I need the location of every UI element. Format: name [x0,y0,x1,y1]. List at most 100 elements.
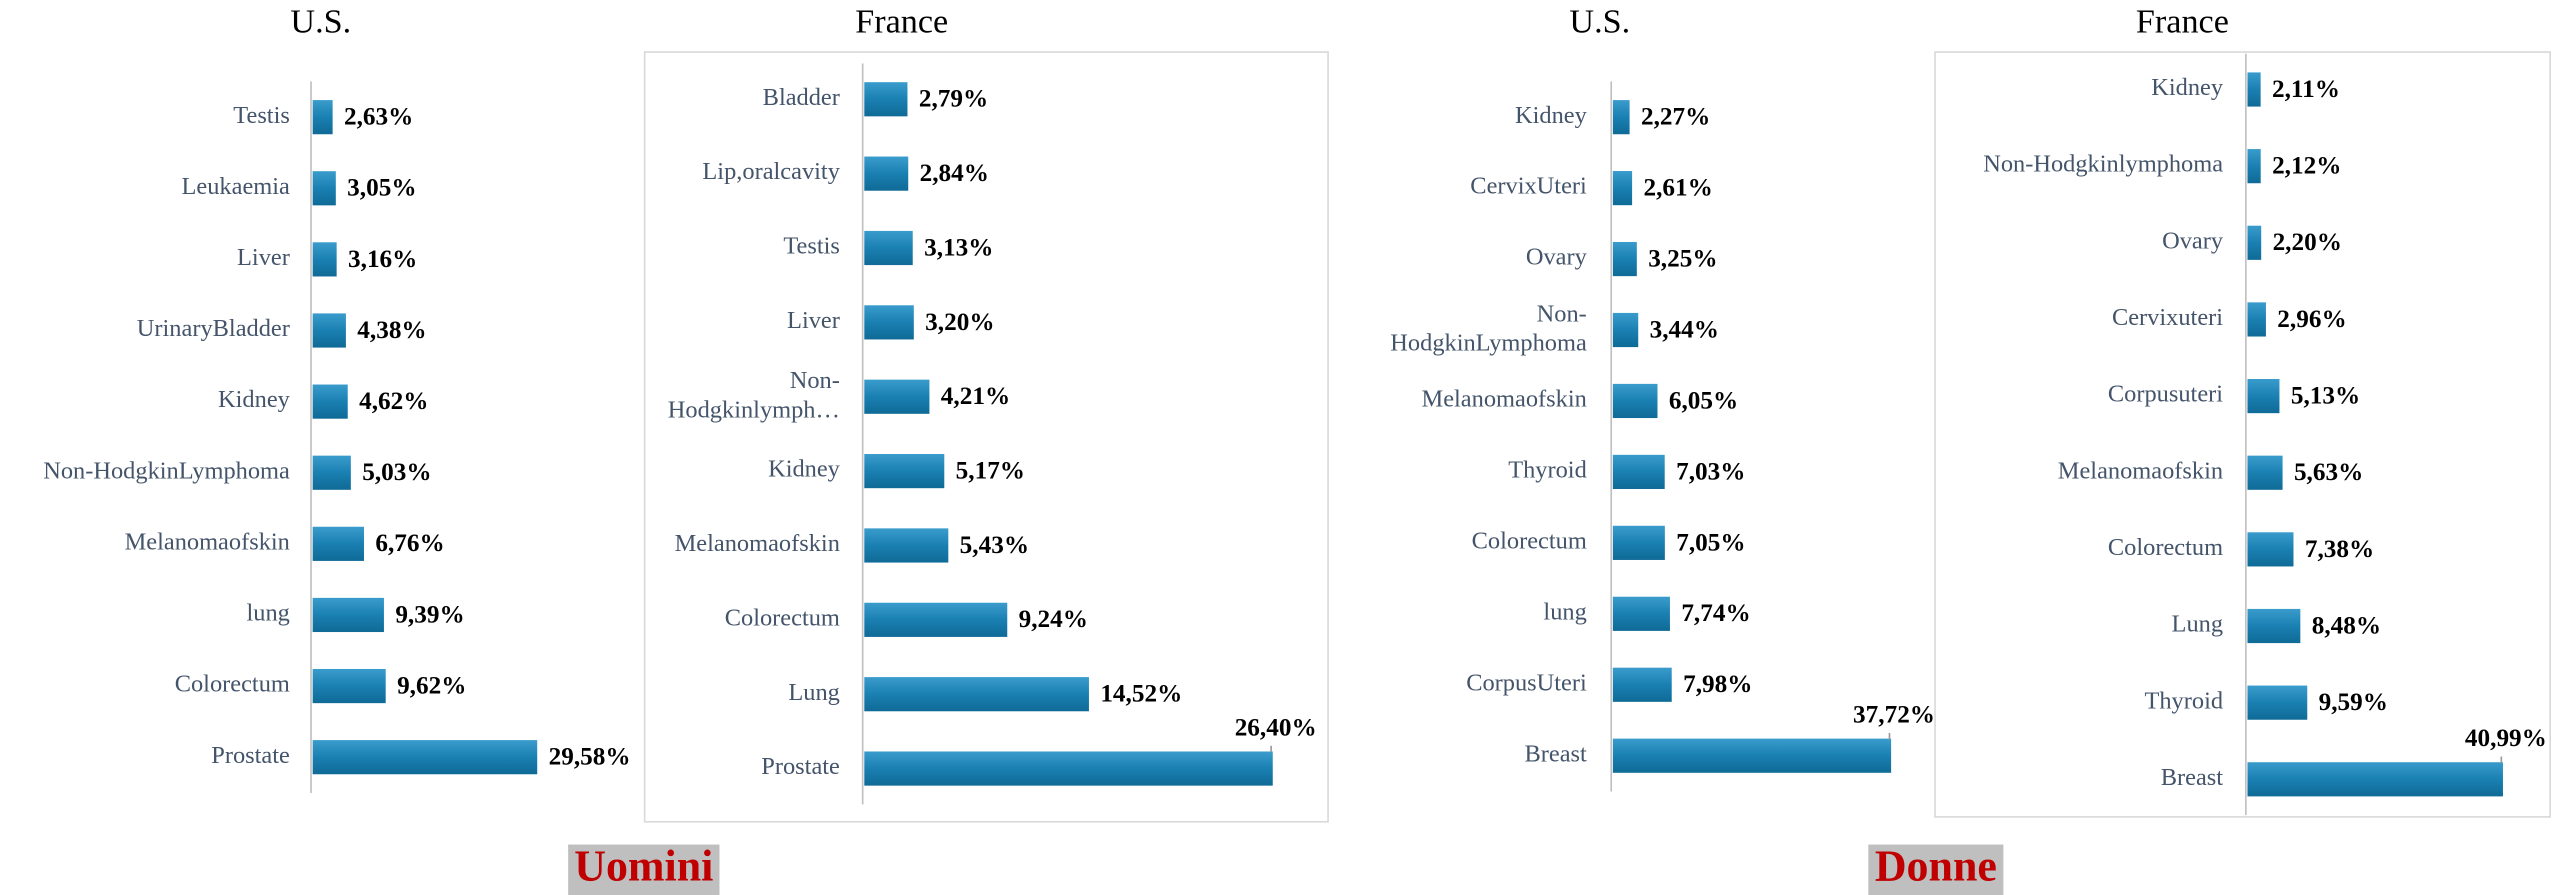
value-label: 5,63% [2294,459,2363,486]
value-label: 40,99% [2465,725,2547,752]
bar [2247,72,2261,107]
value-label: 2,12% [2272,153,2341,180]
category-label: UrinaryBladder [137,315,290,342]
bar [2247,608,2301,644]
bar [312,455,351,490]
category-label: Non-HodgkinLymphoma [43,457,290,484]
bar [1612,383,1658,419]
value-label: 5,17% [956,458,1025,485]
category-label: Liver [787,307,840,334]
category-label: Thyroid [1508,457,1587,484]
category-label: Kidney [218,386,291,413]
bar [1612,454,1665,489]
caption: Donne [1875,842,1997,891]
value-label: 3,25% [1648,245,1717,272]
chart-title: France [2136,3,2229,40]
bar [864,379,930,414]
value-label: 8,48% [2312,612,2381,639]
bar [312,597,384,633]
bar [864,305,914,340]
value-label: 5,03% [362,459,431,486]
category-label: Prostate [761,753,840,780]
bar [1612,738,1892,773]
value-label: 4,21% [941,383,1010,410]
category-label: Non-HodgkinLymphoma [1390,300,1587,356]
category-label: Testis [783,233,840,260]
category-label: Testis [233,102,290,129]
value-label: 2,27% [1641,104,1710,131]
bar [2247,378,2280,414]
bar [1612,525,1665,560]
value-label: 9,39% [395,601,464,628]
bar [312,313,346,348]
bar [2247,762,2503,797]
bar [864,454,945,489]
category-label: Melanomaofskin [675,530,840,557]
value-label: 7,03% [1676,458,1745,485]
bar [864,82,908,117]
value-label: 7,38% [2305,536,2374,563]
value-label: 3,13% [924,234,993,261]
bar [312,384,348,419]
bar [312,171,336,206]
category-label: Lung [2172,611,2224,638]
category-label: Breast [2161,764,2224,791]
value-label: 3,16% [348,246,417,273]
bar [312,668,386,704]
bar [2247,225,2262,260]
category-label: Kidney [768,456,841,483]
value-label: 9,59% [2319,689,2388,716]
caption-bg [568,844,720,895]
chart-title: U.S. [290,3,351,40]
bar [312,100,333,135]
category-label: Corpusuteri [2108,381,2223,408]
value-label: 29,58% [549,744,631,771]
bar [2247,455,2283,490]
value-label: 7,74% [1681,600,1750,627]
bar [864,751,1273,786]
panel-frame [643,51,1329,823]
bar [312,526,364,561]
value-label: 7,05% [1676,529,1745,556]
value-label: 2,79% [919,86,988,113]
panel-frame [1934,51,2551,818]
bar [1612,100,1630,135]
category-label: Colorectum [175,671,290,698]
value-label: 7,98% [1683,671,1752,698]
category-label: Leukaemia [182,173,291,200]
category-label: Prostate [211,742,290,769]
value-label: 3,44% [1650,316,1719,343]
bar [2247,302,2266,337]
value-label: 6,76% [375,530,444,557]
category-label: Bladder [763,84,840,111]
bar [864,156,909,191]
value-label: 3,05% [347,175,416,202]
bar [1612,596,1670,631]
category-label: Liver [237,244,290,271]
chart-title: France [855,3,948,40]
value-label: 2,20% [2273,229,2342,256]
value-label: 14,52% [1100,681,1182,708]
category-label: Thyroid [2144,687,2223,714]
category-label: lung [246,600,289,627]
category-label: Non-Hodgkinlymph… [668,367,840,423]
category-label: Melanomaofskin [2058,457,2223,484]
bar [2247,685,2308,720]
category-label: Ovary [2162,227,2224,254]
value-label: 2,63% [344,104,413,131]
value-label: 2,61% [1643,175,1712,202]
bar [864,677,1089,712]
value-label: 5,43% [960,532,1029,559]
category-label: lung [1543,598,1586,625]
value-label: 5,13% [2291,382,2360,409]
value-label: 2,84% [920,160,989,187]
category-label: Ovary [1526,244,1588,271]
category-label: CorpusUteri [1466,669,1587,696]
value-label: 9,24% [1019,606,1088,633]
caption: Uomini [574,842,713,891]
category-label: Melanomaofskin [1422,386,1587,413]
category-label: Breast [1524,740,1587,767]
value-label: 9,62% [397,672,466,699]
category-label: Cervixuteri [2112,304,2223,331]
